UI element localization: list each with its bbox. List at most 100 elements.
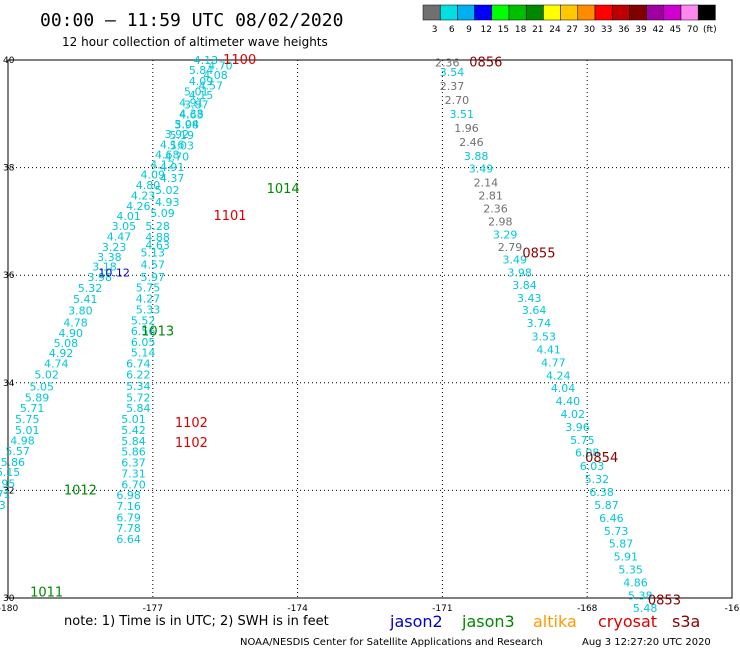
wave-height-label: 5.84 xyxy=(126,402,151,415)
wave-height-label: 2.37 xyxy=(440,80,465,93)
wave-height-label: 3.98 xyxy=(507,267,532,280)
wave-height-label: 4.02 xyxy=(560,408,585,421)
wave-height-label: 3.88 xyxy=(464,150,489,163)
colorbar-label: 70 xyxy=(687,25,699,35)
satellite-legend: jason2 jason3 altika cryosat s3a xyxy=(389,612,700,631)
wave-height-label: 6.03 xyxy=(580,460,605,473)
time-annotation: 1101 xyxy=(213,209,246,224)
wave-height-label: 4.01 xyxy=(116,210,141,223)
time-annotation: 0855 xyxy=(522,247,555,262)
wave-height-label: 4.92 xyxy=(49,347,74,360)
colorbar-swatch xyxy=(457,4,475,21)
y-tick-label: 40 xyxy=(3,56,15,66)
wave-height-label: 4.91 xyxy=(179,97,204,110)
wave-height-label: 4.63 xyxy=(179,108,204,121)
wave-height-label: 3.54 xyxy=(440,66,465,79)
wave-height-label: 5.38 xyxy=(628,589,653,602)
wave-height-label: 3.49 xyxy=(503,254,528,267)
wave-height-label: 3.29 xyxy=(493,228,518,241)
wave-height-label: 5.03 xyxy=(170,140,195,153)
wave-height-label: 2.70 xyxy=(445,94,470,107)
colorbar-swatch xyxy=(439,4,458,21)
wave-height-label: 4.71 xyxy=(0,488,11,501)
wave-height-label: 4.13 xyxy=(194,54,219,67)
wave-height-label: 4.91 xyxy=(160,161,185,174)
colorbar-label: 36 xyxy=(618,25,630,35)
wave-height-label: 3.05 xyxy=(112,220,137,233)
wave-height-label: 5.35 xyxy=(618,563,643,576)
wave-height-label: 4.74 xyxy=(44,357,69,370)
wave-height-label: 5.97 xyxy=(141,271,166,284)
wave-height-label: 6.98 xyxy=(116,489,141,502)
wave-height-label: 6.38 xyxy=(589,486,614,499)
time-annotation: 1100 xyxy=(223,53,256,68)
wave-height-label: 4.98 xyxy=(10,434,35,447)
legend-item-cryosat: cryosat xyxy=(598,612,657,631)
wave-height-label: 5.71 xyxy=(20,402,45,415)
wave-height-label: 4.16 xyxy=(160,138,185,151)
wave-height-label: 5.01 xyxy=(121,413,146,426)
colorbar-label: 18 xyxy=(515,25,527,35)
wave-height-label: 5.28 xyxy=(145,220,170,233)
colorbar-label: 30 xyxy=(584,25,596,35)
y-tick-label: 38 xyxy=(3,164,15,174)
wave-height-label: 5.86 xyxy=(121,446,146,459)
time-annotation: 1013 xyxy=(141,325,174,340)
wave-height-label: 5.02 xyxy=(34,369,59,382)
wave-height-label: 5.75 xyxy=(136,282,161,295)
y-tick-label: 30 xyxy=(3,594,15,604)
wave-height-label: 7.78 xyxy=(116,522,141,535)
legend-item-altika: altika xyxy=(533,612,577,631)
colorbar-swatch xyxy=(594,4,613,21)
wave-height-label: 2.36 xyxy=(435,57,460,70)
wave-height-label: 4.86 xyxy=(623,576,648,589)
wave-height-label: 5.91 xyxy=(614,551,639,564)
wave-height-label: 5.42 xyxy=(121,424,146,437)
chart-title: 00:00 – 11:59 UTC 08/02/2020 xyxy=(40,10,343,31)
wave-height-label: 5.73 xyxy=(604,525,629,538)
wave-height-label: 3.64 xyxy=(522,304,547,317)
wave-height-label: 5.57 xyxy=(5,445,30,458)
wave-height-label: 4.47 xyxy=(107,230,132,243)
wave-height-label: 2.81 xyxy=(478,190,503,203)
wave-height-label: 3.98 xyxy=(174,119,199,132)
wave-height-label: 4.37 xyxy=(160,172,185,185)
legend-item-s3a: s3a xyxy=(672,612,700,631)
colorbar-swatch xyxy=(560,4,579,21)
wave-height-label: 4.09 xyxy=(189,75,214,88)
wave-height-label: 4.08 xyxy=(203,69,228,82)
wave-height-label: 3.80 xyxy=(68,305,93,318)
wave-height-label: 4.95 xyxy=(0,477,15,490)
wave-height-label: 4.26 xyxy=(126,200,151,213)
colorbar-swatch xyxy=(680,4,699,21)
wave-height-label: 3.18 xyxy=(92,261,117,274)
wave-height-label: 3.98 xyxy=(87,271,112,284)
colorbar-label: (ft) xyxy=(703,25,717,35)
wave-height-label: 5.01 xyxy=(15,424,40,437)
colorbar-swatch xyxy=(543,4,561,21)
y-tick-label: 32 xyxy=(3,486,14,496)
wave-height-label: 6.79 xyxy=(116,511,141,524)
colorbar: 3 6 9 12 15 18 21 24 27 30 33 36 39 42 45 70 (ft) xyxy=(422,4,717,35)
colorbar-swatch xyxy=(422,4,441,21)
footer-credit: NOAA/NESDIS Center for Satellite Applica… xyxy=(240,637,543,648)
wave-height-label: 6.22 xyxy=(126,369,151,382)
plot-frame xyxy=(7,59,733,599)
wave-height-label: 6.70 xyxy=(121,478,146,491)
wave-height-label: 6.08 xyxy=(575,447,600,460)
wave-height-label: 5.84 xyxy=(189,64,214,77)
wave-height-label: 4.57 xyxy=(198,79,223,92)
wave-height-label: 3.38 xyxy=(97,251,122,264)
colorbar-label: 39 xyxy=(635,25,647,35)
wave-height-label: 4.24 xyxy=(546,369,571,382)
wave-height-label: 3.92 xyxy=(165,128,190,141)
colorbar-label: 24 xyxy=(549,25,561,35)
wave-height-label: 1.96 xyxy=(454,122,479,135)
wave-height-label: 2.79 xyxy=(498,241,523,254)
wave-height-label: 5.34 xyxy=(126,380,151,393)
wave-height-label: 4.40 xyxy=(556,395,581,408)
wave-height-label: 4.23 xyxy=(131,190,156,203)
wave-height-label: 4.90 xyxy=(58,327,83,340)
wave-height-label: 4.12 xyxy=(150,158,175,171)
wave-height-label: 2.14 xyxy=(474,177,499,190)
